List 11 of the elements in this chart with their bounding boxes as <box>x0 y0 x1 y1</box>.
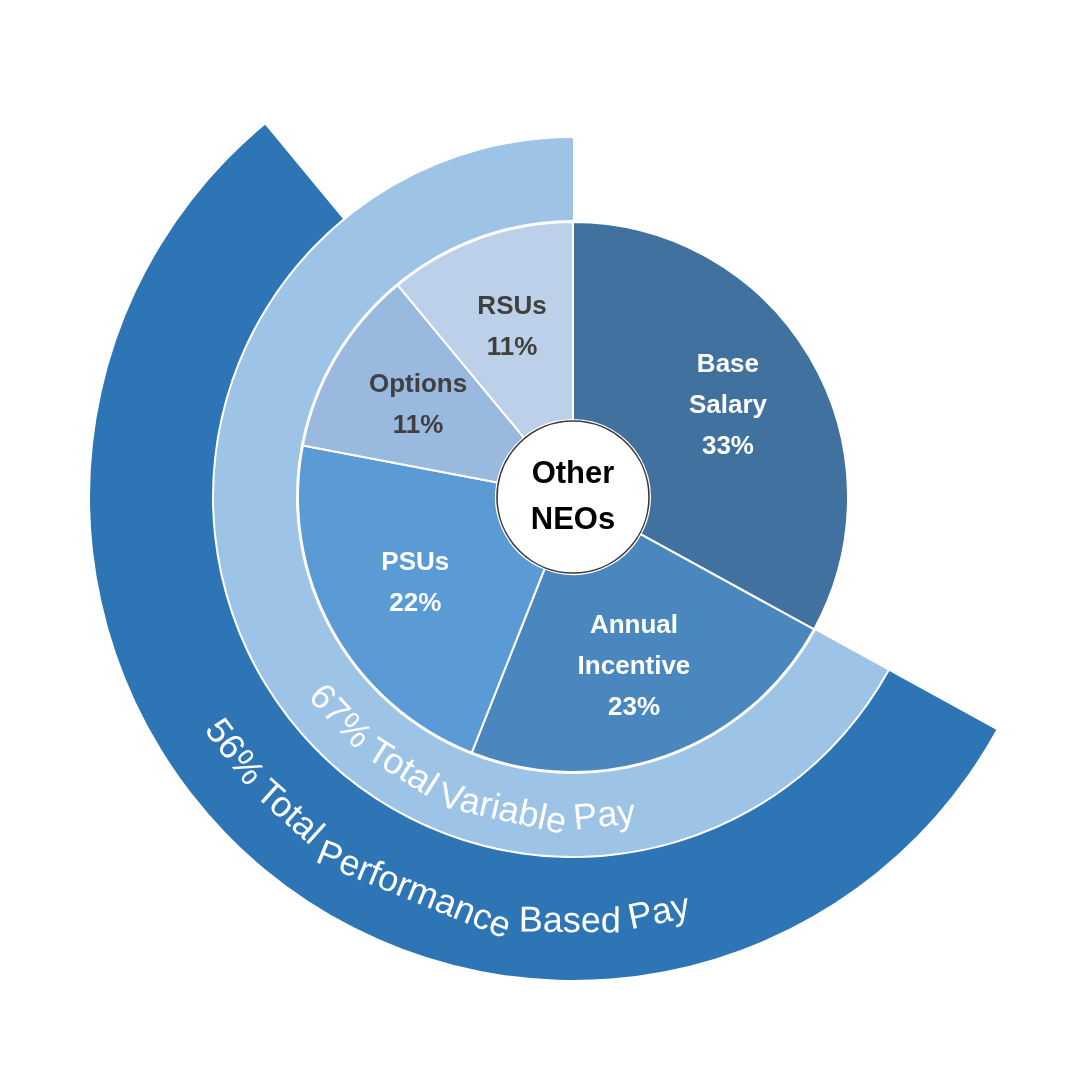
slice-label: Options <box>368 368 468 399</box>
slice-label: RSUs <box>477 290 547 321</box>
data-label: 22% <box>389 587 442 618</box>
data-label: 11% <box>392 409 444 440</box>
data-label: 11% <box>486 331 538 362</box>
slice-label: Annual Incentive <box>577 608 691 680</box>
slice-label: Base Salary <box>688 347 768 419</box>
text: Other NEOs <box>530 454 616 536</box>
data-label: 23% <box>607 690 660 721</box>
slice-label: PSUs <box>381 546 450 577</box>
data-label: 33% <box>701 429 754 460</box>
